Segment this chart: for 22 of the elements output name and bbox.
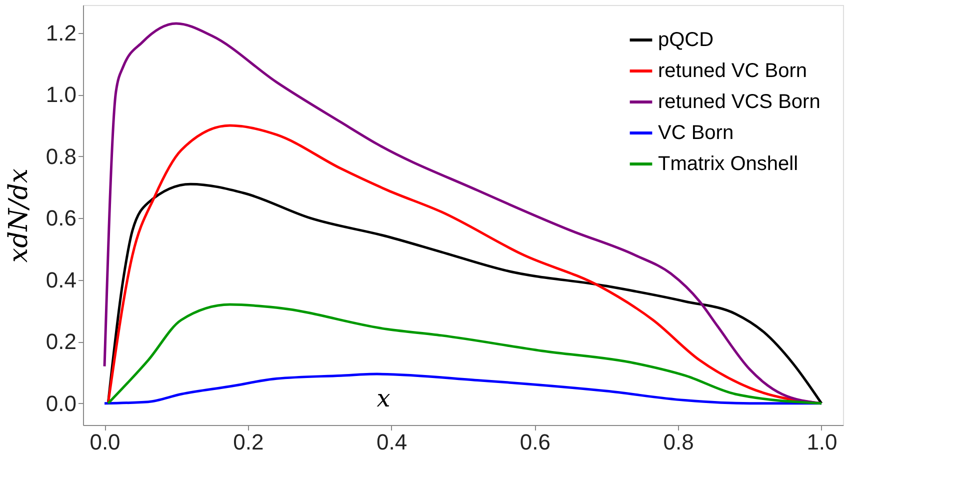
legend-label: retuned VCS Born <box>658 91 820 113</box>
legend-label: Tmatrix Onshell <box>658 153 798 175</box>
y-tick-label: 1.2 <box>46 20 76 46</box>
x-tick-label: 0.0 <box>90 430 120 454</box>
legend-label: retuned VC Born <box>658 60 807 82</box>
line-series <box>106 182 823 405</box>
line-series <box>106 303 823 405</box>
y-tick-label: 0.0 <box>46 390 76 416</box>
y-tick-label: 0.8 <box>46 144 76 169</box>
y-tick-label: 0.4 <box>46 267 76 292</box>
x-axis-title: x <box>376 384 391 412</box>
x-tick-label: 0.4 <box>376 430 408 454</box>
x-tick-label: 0.2 <box>233 430 264 454</box>
y-tick-label: 0.2 <box>46 329 76 354</box>
legend-label: pQCD <box>658 29 714 51</box>
y-tick-label: 1.0 <box>46 82 76 108</box>
x-tick-label: 0.6 <box>520 430 550 454</box>
y-axis-title: xdN/dx <box>4 168 34 263</box>
legend-label: VC Born <box>658 122 734 144</box>
y-tick-label: 0.6 <box>46 206 76 231</box>
x-tick-label: 0.8 <box>663 430 694 454</box>
x-tick-label: 1.0 <box>806 430 838 454</box>
